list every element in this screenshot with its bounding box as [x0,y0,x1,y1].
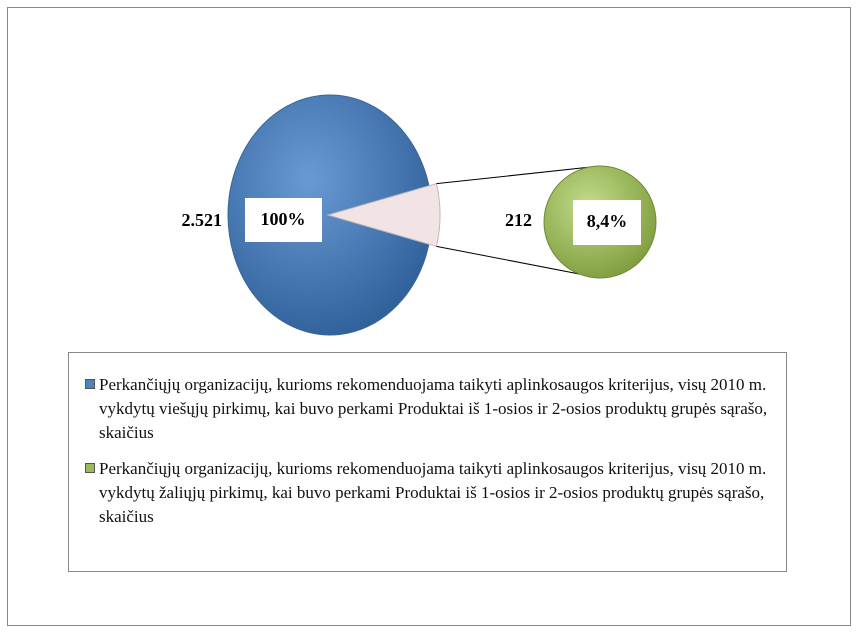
connector [436,245,601,279]
legend-label: Perkančiųjų organizacijų, kurioms rekome… [99,459,767,526]
percent-label: 100% [261,209,306,229]
legend: Perkančiųjų organizacijų, kurioms rekome… [68,352,787,572]
label-box [245,198,322,242]
legend-entry: Perkančiųjų organizacijų, kurioms rekome… [85,373,785,445]
value-label: 2.521 [182,210,223,230]
frame [7,7,851,626]
value-label: 212 [505,210,532,230]
percent-label: 8,4% [587,211,628,231]
legend-marker [85,463,95,473]
legend-label: Perkančiųjų organizacijų, kurioms rekome… [99,375,768,442]
connector [436,165,601,185]
legend-marker [85,379,95,389]
legend-entry: Perkančiųjų organizacijų, kurioms rekome… [85,457,785,529]
label-box [573,200,641,245]
